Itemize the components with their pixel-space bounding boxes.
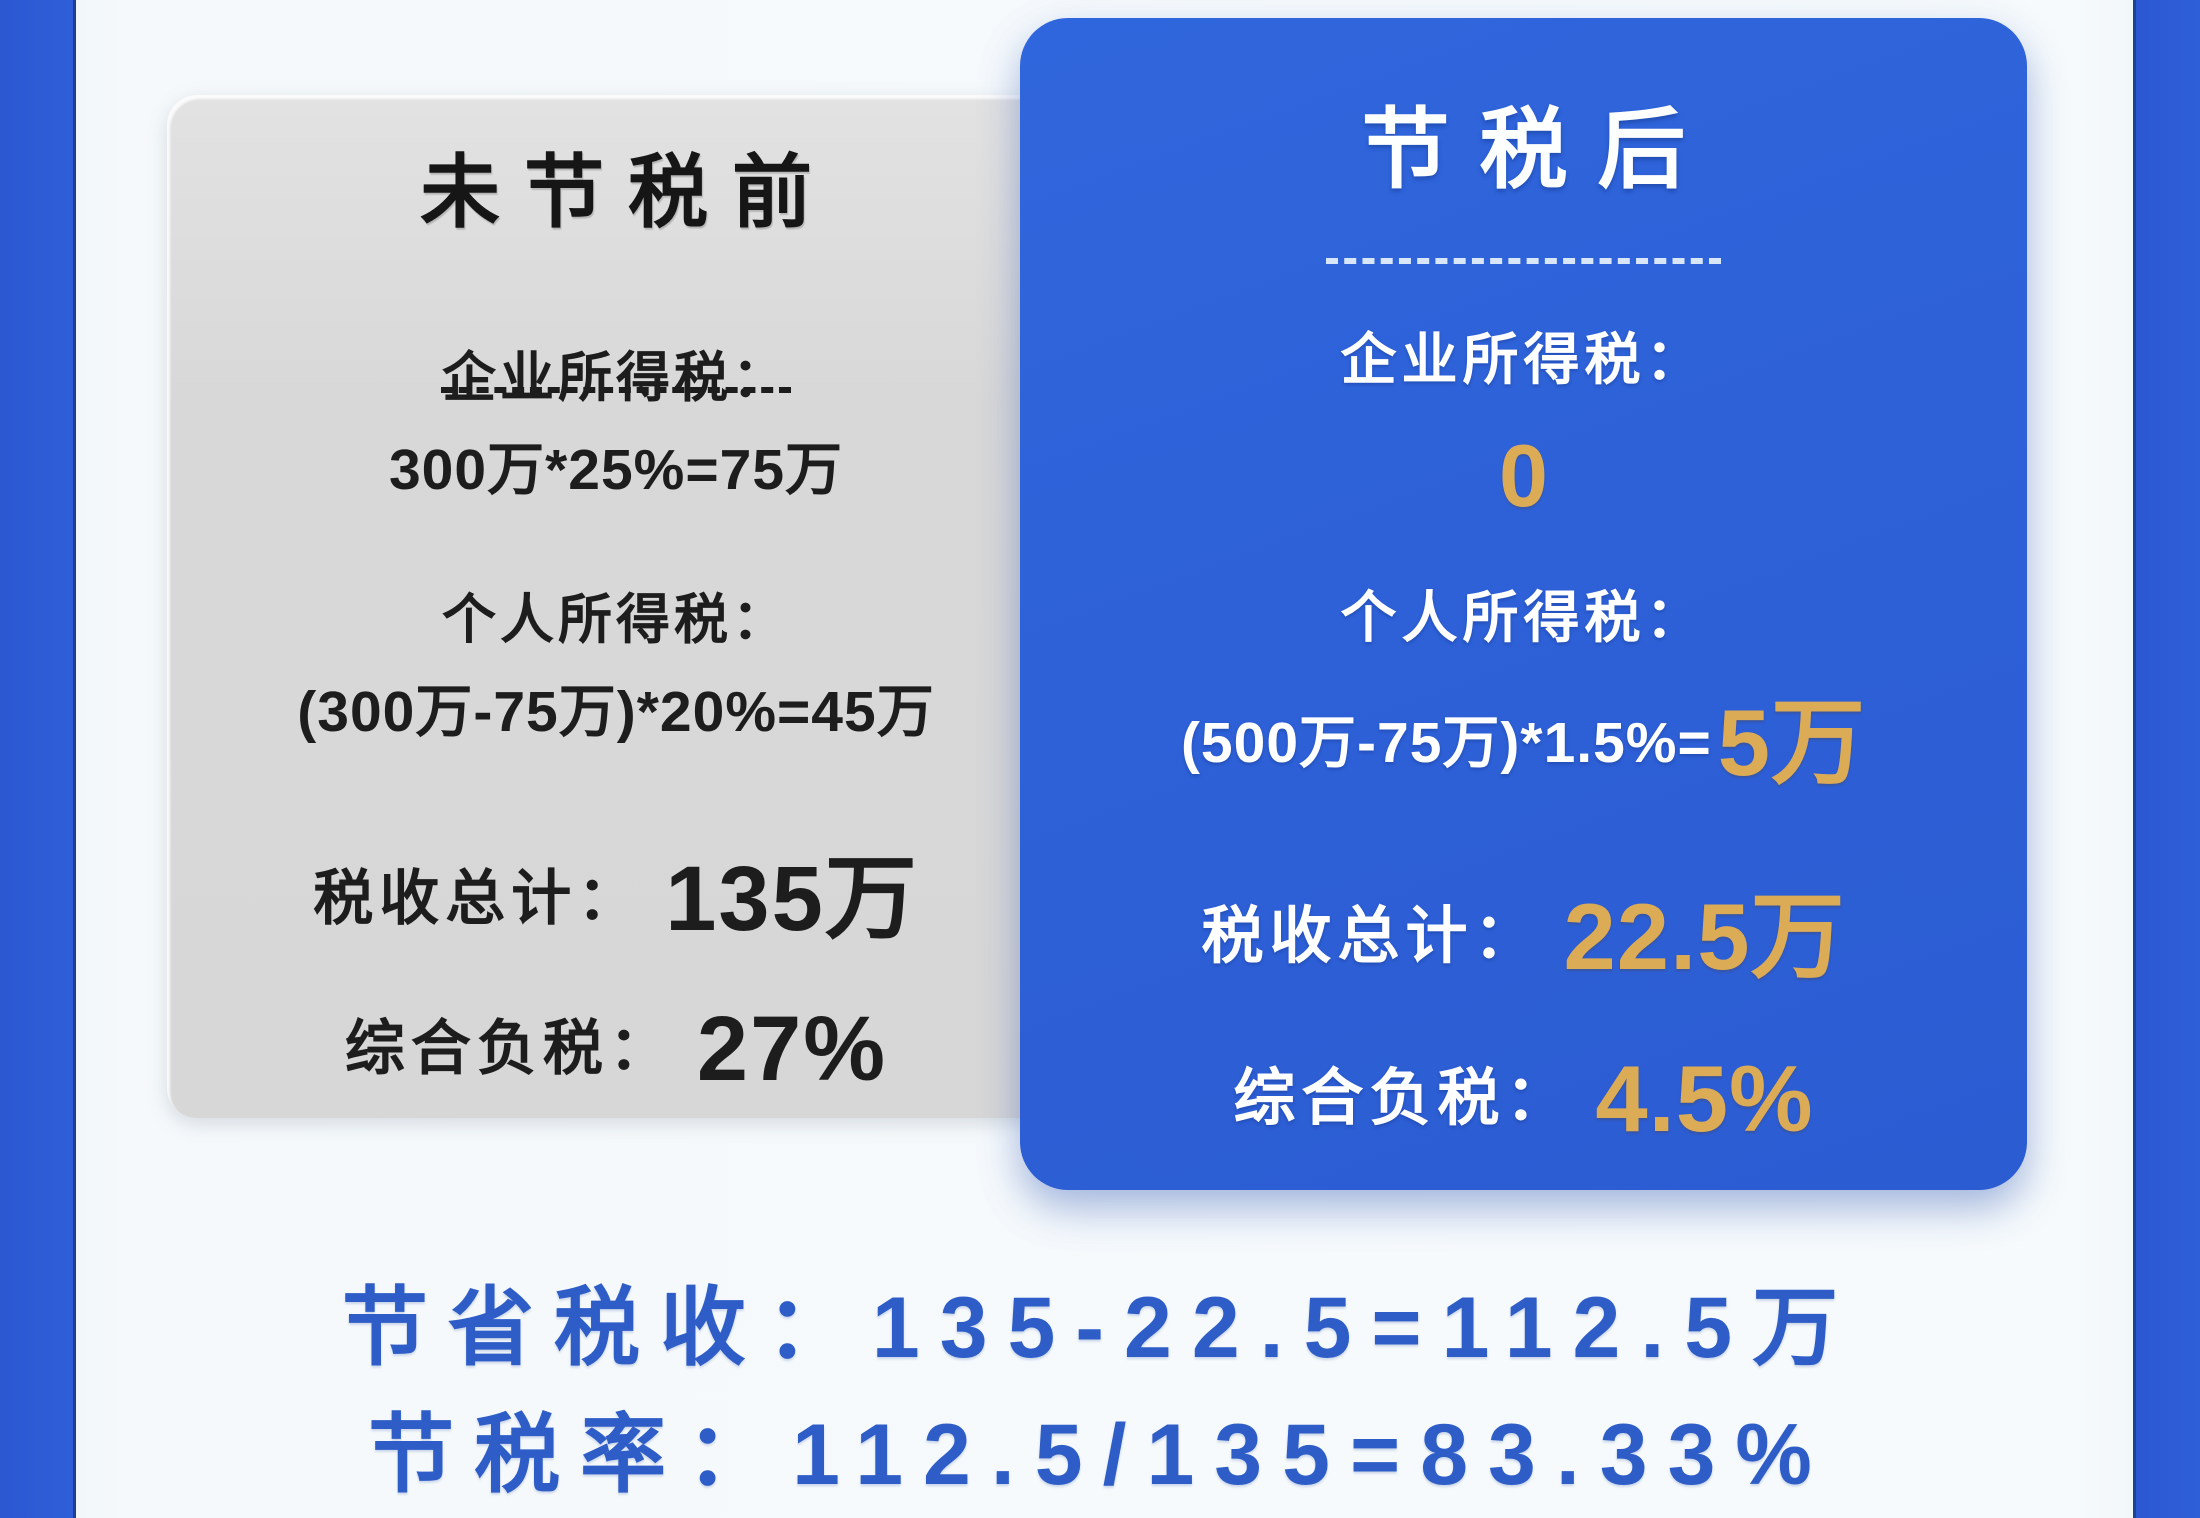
- after-personal-tax-label: 个人所得税：: [1340, 586, 1707, 649]
- after-corporate-tax-label: 企业所得税：: [1340, 328, 1707, 391]
- before-total-label: 税收总计：: [313, 865, 644, 932]
- before-tax-card: 未节税前 企业所得税： 300万*25%=75万 个人所得税： (300万-75…: [167, 95, 1065, 1118]
- after-total-row: 税收总计： 22.5万: [1020, 890, 2027, 984]
- after-total-label: 税收总计：: [1201, 902, 1542, 971]
- left-edge-strip: [0, 0, 76, 1518]
- right-edge-strip: [2133, 0, 2200, 1518]
- after-personal-tax-value: 5万: [1717, 690, 1867, 795]
- before-burden-row: 综合负税： 27%: [167, 1003, 1065, 1095]
- before-personal-tax-formula: (300万-75万)*20%=45万: [297, 680, 935, 744]
- summary-saved-tax-line: 节省税收：135-22.5=112.5万: [341, 1280, 1859, 1376]
- after-card-title: 节税后: [1361, 100, 1716, 199]
- after-divider-dashed-line: [1326, 258, 1721, 264]
- after-burden-label: 综合负税：: [1233, 1064, 1574, 1133]
- after-burden-value: 4.5%: [1595, 1046, 1814, 1151]
- summary-saving-rate-line: 节税率：112.5/135=83.33%: [368, 1407, 1832, 1503]
- after-corporate-tax-value: 0: [1499, 426, 1548, 525]
- before-divider-dashed-line: [441, 387, 791, 393]
- after-personal-tax-formula-prefix: (500万-75万)*1.5%=: [1180, 710, 1712, 775]
- before-burden-value: 27%: [696, 998, 888, 1100]
- before-card-title: 未节税前: [420, 148, 836, 237]
- before-corporate-tax-formula: 300万*25%=75万: [388, 438, 844, 502]
- after-burden-row: 综合负税： 4.5%: [1020, 1052, 2027, 1146]
- before-total-value: 135万: [665, 848, 919, 950]
- before-total-row: 税收总计： 135万: [167, 853, 1065, 945]
- before-corporate-tax-label: 企业所得税：: [442, 348, 790, 408]
- after-total-value: 22.5万: [1563, 884, 1846, 989]
- before-burden-label: 综合负税：: [344, 1015, 675, 1082]
- before-personal-tax-label: 个人所得税：: [442, 590, 790, 650]
- after-personal-tax-formula-row: (500万-75万)*1.5%= 5万: [1020, 696, 2027, 790]
- after-tax-card: 节税后 企业所得税： 0 个人所得税： (500万-75万)*1.5%= 5万 …: [1020, 18, 2027, 1190]
